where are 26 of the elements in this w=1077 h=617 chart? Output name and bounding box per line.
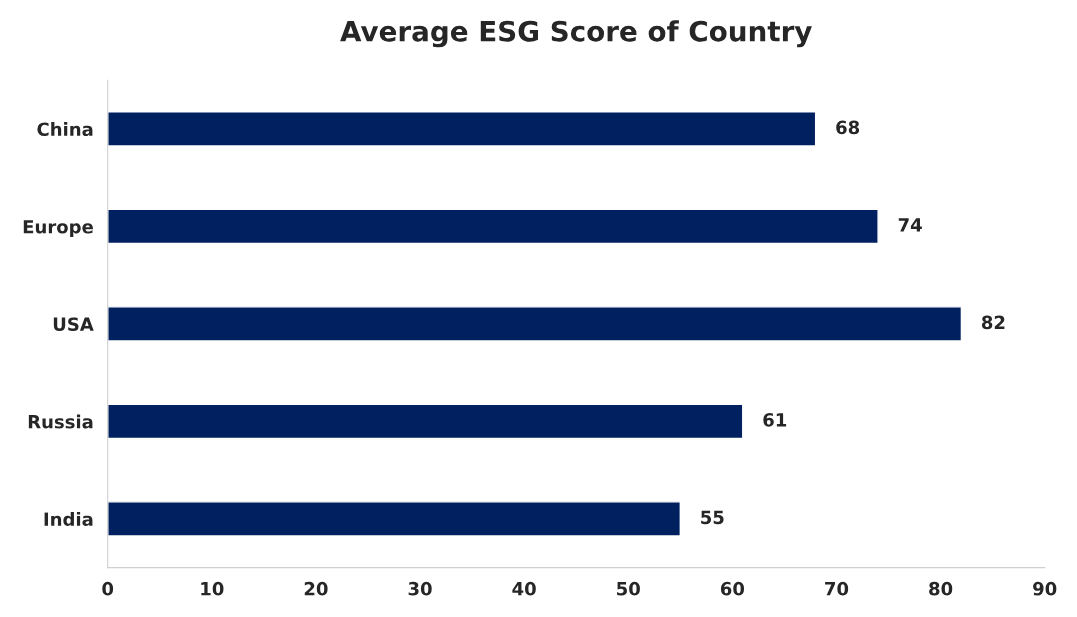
bar xyxy=(107,306,963,342)
x-tick-label: 30 xyxy=(408,581,432,596)
y-tick-label: India xyxy=(44,512,93,527)
data-label: 74 xyxy=(898,218,922,232)
bar xyxy=(107,208,879,245)
x-tick-label: 90 xyxy=(1033,581,1057,596)
bar xyxy=(107,111,817,147)
x-tick-label: 20 xyxy=(304,581,328,596)
y-tick-label: Europe xyxy=(23,220,93,238)
data-label: 82 xyxy=(981,315,1005,330)
data-label: 68 xyxy=(836,120,860,135)
data-label: 61 xyxy=(763,413,787,427)
x-tick-label: 60 xyxy=(720,581,745,596)
bar xyxy=(107,501,681,537)
x-tick-label: 0 xyxy=(102,581,114,596)
y-tick-label: USA xyxy=(53,317,94,332)
x-tick-label: 40 xyxy=(512,581,536,596)
bar xyxy=(107,403,744,440)
y-tick-label: Russia xyxy=(28,414,93,429)
data-label: 55 xyxy=(701,510,724,525)
y-tick-label: China xyxy=(37,122,93,137)
x-tick-label: 10 xyxy=(201,581,224,596)
chart-title: Average ESG Score of Country xyxy=(340,20,812,48)
x-tick-label: 70 xyxy=(825,581,849,596)
x-tick-label: 80 xyxy=(929,581,953,596)
x-tick-label: 50 xyxy=(617,581,640,596)
